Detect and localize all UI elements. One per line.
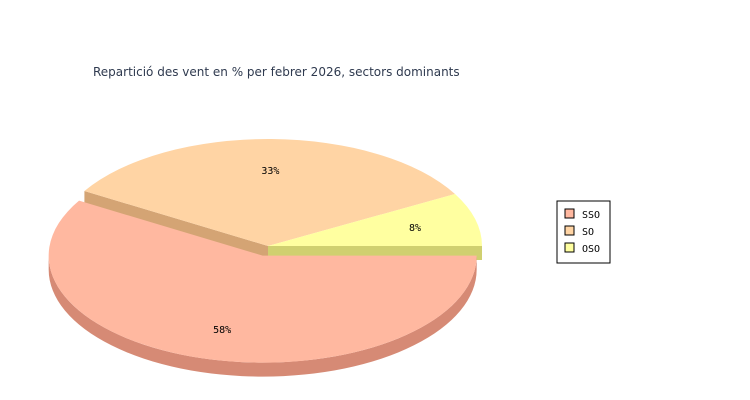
pie-slices	[48, 139, 482, 377]
pie-slice-top	[48, 200, 477, 363]
legend-swatch	[564, 242, 575, 253]
pie-slice-so	[84, 139, 456, 260]
legend-item-oso: OSO	[564, 242, 600, 255]
pie-label-oso: 8%	[409, 223, 421, 234]
legend-swatch	[564, 225, 575, 236]
legend-label: SO	[582, 227, 594, 238]
pie-slice-top	[268, 193, 482, 246]
legend-item-so: SO	[564, 225, 594, 238]
pie-slice-label: 8%	[409, 223, 421, 234]
pie-label-so: 33%	[261, 166, 279, 177]
pie-slice-label: 33%	[261, 166, 279, 177]
legend-label: OSO	[582, 244, 600, 255]
pie-slice-label: 58%	[213, 325, 231, 336]
pie-labels: 33% 8% 58%	[213, 166, 421, 336]
pie-label-sso: 58%	[213, 325, 231, 336]
chart-title: Repartició des vent en % per febrer 2026…	[93, 65, 460, 79]
legend-item-sso: SSO	[564, 208, 600, 221]
legend-swatch	[564, 208, 575, 219]
pie-slice-wall	[84, 191, 269, 260]
pie-slice-sso	[48, 200, 477, 377]
pie-slice-top	[84, 139, 456, 246]
legend: SSO SO OSO	[556, 200, 611, 264]
legend-label: SSO	[582, 210, 600, 221]
